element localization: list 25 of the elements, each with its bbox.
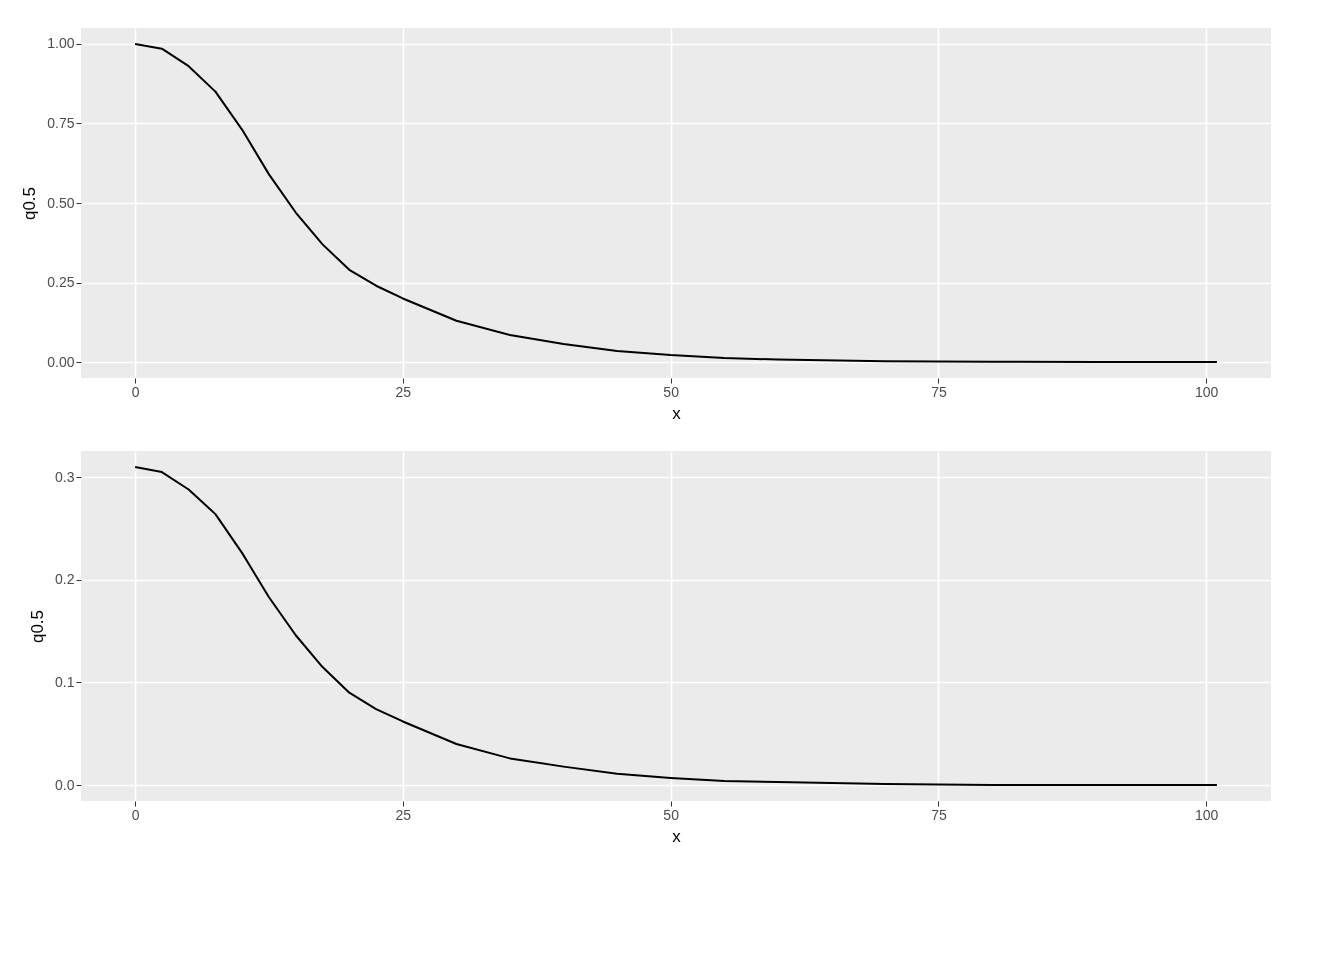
- y-tick-label: 0.3: [55, 468, 75, 485]
- x-tick-label: 100: [1195, 806, 1219, 823]
- x-tick-label: 25: [395, 806, 412, 823]
- x-axis-title: x: [672, 403, 682, 423]
- x-tick-label: 0: [131, 806, 140, 823]
- y-tick-label: 0.1: [55, 673, 75, 690]
- y-axis-title: q0.5: [28, 609, 48, 644]
- x-tick-label: 0: [131, 383, 140, 400]
- y-tick-label: 0.25: [47, 274, 75, 291]
- x-tick-label: 50: [663, 806, 680, 823]
- y-tick-label: 0.2: [55, 571, 75, 588]
- line-series: [134, 42, 1218, 364]
- y-axis-title: q0.5: [20, 186, 40, 221]
- y-tick-label: 0.00: [47, 353, 75, 370]
- x-axis-title: x: [672, 826, 682, 846]
- line-series: [134, 465, 1218, 787]
- y-tick-label: 1.00: [47, 35, 75, 52]
- x-tick-label: 75: [931, 806, 947, 823]
- y-tick-label: 0.50: [47, 194, 75, 211]
- x-tick-label: 25: [395, 383, 412, 400]
- x-tick-label: 50: [663, 383, 680, 400]
- y-tick-label: 0.75: [47, 114, 75, 131]
- x-tick-label: 100: [1195, 383, 1219, 400]
- x-tick-label: 75: [931, 383, 947, 400]
- y-tick-label: 0.0: [55, 776, 75, 793]
